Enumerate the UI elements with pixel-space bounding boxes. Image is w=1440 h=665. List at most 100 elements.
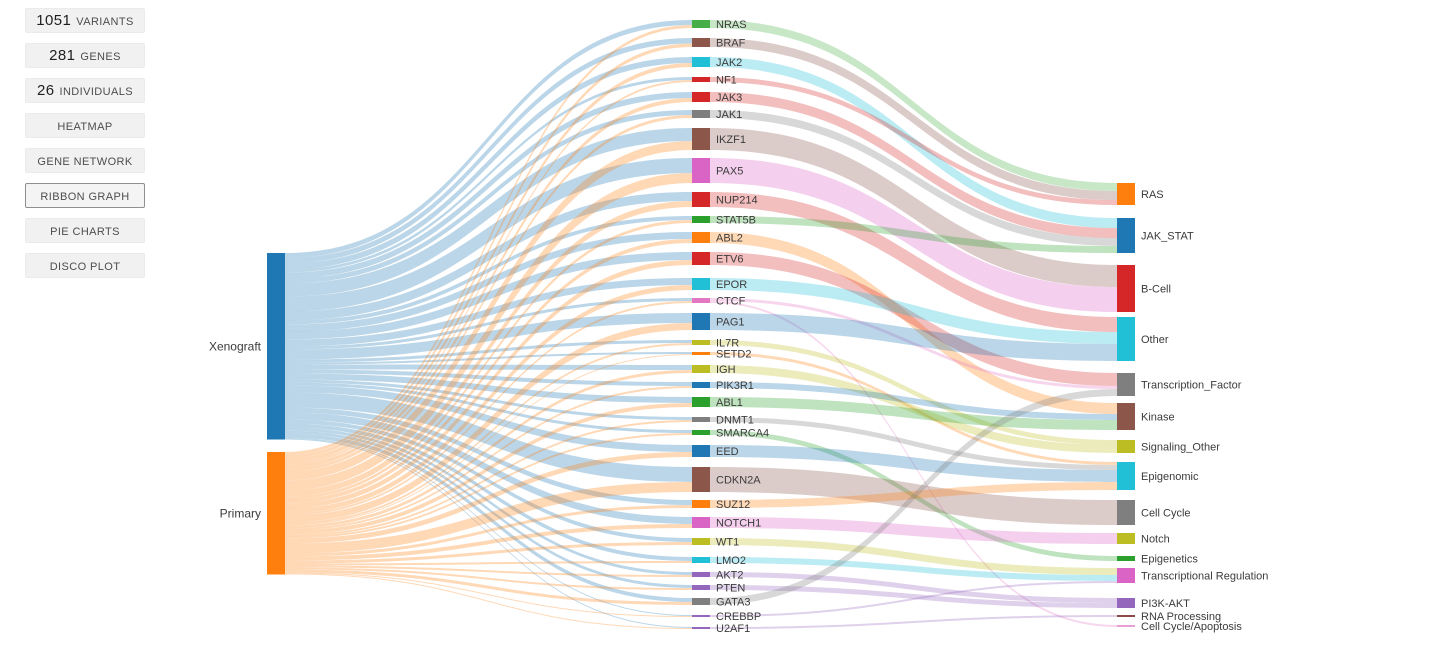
sankey-link-notch1-notch[interactable] xyxy=(710,517,1117,544)
sankey-link-jak2-jak-stat[interactable] xyxy=(710,57,1117,228)
sankey-link-braf-ras[interactable] xyxy=(710,38,1117,200)
sankey-link-xenograft-crebbp[interactable] xyxy=(285,437,692,617)
sankey-node-rna-processing[interactable] xyxy=(1117,615,1135,617)
sankey-node-nup214[interactable] xyxy=(692,192,710,207)
sankey-node-ikzf1[interactable] xyxy=(692,128,710,150)
sidebar-button-individuals[interactable]: 26 INDIVIDUALS xyxy=(25,78,145,103)
sankey-node-dnmt1[interactable] xyxy=(692,417,710,422)
sankey-link-xenograft-akt2[interactable] xyxy=(285,427,692,576)
sankey-node-braf[interactable] xyxy=(692,38,710,47)
sankey-node-eed[interactable] xyxy=(692,445,710,457)
sankey-node-ctcf[interactable] xyxy=(692,298,710,303)
sankey-link-xenograft-ikzf1[interactable] xyxy=(285,128,692,297)
sankey-node-kinase[interactable] xyxy=(1117,403,1135,430)
sankey-link-pik3r1-kinase[interactable] xyxy=(710,382,1117,420)
sankey-link-jak3-jak-stat[interactable] xyxy=(710,92,1117,238)
sankey-link-xenograft-pax5[interactable] xyxy=(285,158,692,312)
sankey-node-jak2[interactable] xyxy=(692,57,710,67)
sankey-link-il7r-signaling-other[interactable] xyxy=(710,340,1117,445)
sankey-link-primary-jak1[interactable] xyxy=(285,115,692,472)
sankey-link-xenograft-pag1[interactable] xyxy=(285,313,692,360)
sankey-link-xenograft-smarca4[interactable] xyxy=(285,382,692,434)
sankey-link-primary-dnmt1[interactable] xyxy=(285,420,692,537)
sankey-link-igh-signaling-other[interactable] xyxy=(710,365,1117,453)
sankey-link-xenograft-abl2[interactable] xyxy=(285,232,692,332)
sankey-link-pten-pi3k-akt[interactable] xyxy=(710,585,1117,608)
sankey-link-primary-pten[interactable] xyxy=(285,567,692,591)
sankey-node-nras[interactable] xyxy=(692,20,710,28)
sankey-node-primary[interactable] xyxy=(267,452,285,575)
sankey-link-primary-pik3r1[interactable] xyxy=(285,386,692,531)
sankey-link-abl2-kinase[interactable] xyxy=(710,232,1117,414)
sankey-link-primary-pag1[interactable] xyxy=(285,323,692,523)
sankey-link-primary-setd2[interactable] xyxy=(285,354,692,526)
sankey-node-transcriptional-regulation[interactable] xyxy=(1117,568,1135,583)
sankey-node-igh[interactable] xyxy=(692,365,710,373)
sankey-link-stat5b-jak-stat[interactable] xyxy=(710,216,1117,253)
sankey-link-primary-crebbp[interactable] xyxy=(285,572,692,618)
sankey-link-xenograft-jak3[interactable] xyxy=(285,92,692,279)
sankey-link-primary-abl2[interactable] xyxy=(285,239,692,504)
sankey-node-lmo2[interactable] xyxy=(692,557,710,563)
sankey-link-xenograft-abl1[interactable] xyxy=(285,373,692,404)
sankey-link-xenograft-cdkn2a[interactable] xyxy=(285,392,692,483)
sankey-link-primary-ikzf1[interactable] xyxy=(285,141,692,481)
sankey-link-xenograft-stat5b[interactable] xyxy=(285,216,692,325)
sankey-link-xenograft-u2af1[interactable] xyxy=(285,438,692,629)
sankey-link-xenograft-jak2[interactable] xyxy=(285,57,692,270)
sankey-link-primary-il7r[interactable] xyxy=(285,343,692,525)
sankey-link-xenograft-jak1[interactable] xyxy=(285,110,692,284)
sankey-link-xenograft-lmo2[interactable] xyxy=(285,423,692,562)
sankey-link-pag1-other[interactable] xyxy=(710,313,1117,361)
sankey-link-epor-other[interactable] xyxy=(710,278,1117,344)
sankey-link-xenograft-il7r[interactable] xyxy=(285,340,692,363)
sankey-link-primary-jak2[interactable] xyxy=(285,63,692,463)
sankey-link-suz12-epigenomic[interactable] xyxy=(710,482,1117,508)
sankey-link-xenograft-suz12[interactable] xyxy=(285,407,692,506)
sankey-link-primary-jak3[interactable] xyxy=(285,98,692,469)
sankey-link-primary-ctcf[interactable] xyxy=(285,301,692,516)
sankey-node-epigenomic[interactable] xyxy=(1117,462,1135,490)
sankey-link-primary-lmo2[interactable] xyxy=(285,561,692,566)
sankey-node-cdkn2a[interactable] xyxy=(692,467,710,492)
sankey-link-primary-u2af1[interactable] xyxy=(285,573,692,630)
sankey-link-primary-wt1[interactable] xyxy=(285,542,692,564)
sidebar-button-heatmap[interactable]: HEATMAP xyxy=(25,113,145,138)
sankey-link-xenograft-notch1[interactable] xyxy=(285,412,692,525)
sankey-link-xenograft-nras[interactable] xyxy=(285,20,692,258)
sankey-link-nf1-ras[interactable] xyxy=(710,77,1117,205)
sankey-node-akt2[interactable] xyxy=(692,572,710,577)
sankey-node-ras[interactable] xyxy=(1117,183,1135,205)
sankey-node-notch[interactable] xyxy=(1117,533,1135,544)
sankey-node-cell-cycle[interactable] xyxy=(1117,500,1135,525)
sankey-link-xenograft-dnmt1[interactable] xyxy=(285,379,692,421)
sidebar-button-gene-network[interactable]: GENE NETWORK xyxy=(25,148,145,173)
sankey-node-nf1[interactable] xyxy=(692,77,710,82)
sankey-link-wt1-transcriptional-regulation[interactable] xyxy=(710,538,1117,575)
sankey-node-transcription-factor[interactable] xyxy=(1117,373,1135,396)
sankey-link-pax5-b-cell[interactable] xyxy=(710,158,1117,312)
sankey-link-ctcf-transcription-factor[interactable] xyxy=(710,298,1117,389)
sankey-link-eed-epigenomic[interactable] xyxy=(710,445,1117,482)
sidebar-button-ribbon-graph[interactable]: RIBBON GRAPH xyxy=(25,183,145,208)
sankey-link-xenograft-ctcf[interactable] xyxy=(285,298,692,350)
sidebar-button-genes[interactable]: 281 GENES xyxy=(25,43,145,68)
sankey-node-suz12[interactable] xyxy=(692,500,710,508)
sankey-node-etv6[interactable] xyxy=(692,252,710,265)
sankey-link-primary-nras[interactable] xyxy=(285,25,692,455)
sankey-link-primary-nf1[interactable] xyxy=(285,80,692,465)
sankey-link-primary-cdkn2a[interactable] xyxy=(285,482,692,554)
sankey-link-primary-gata3[interactable] xyxy=(285,569,692,606)
sankey-node-pag1[interactable] xyxy=(692,313,710,330)
sankey-link-primary-smarca4[interactable] xyxy=(285,433,692,539)
sankey-link-primary-igh[interactable] xyxy=(285,370,692,529)
sankey-link-xenograft-igh[interactable] xyxy=(285,364,692,371)
sankey-link-lmo2-transcriptional-regulation[interactable] xyxy=(710,557,1117,581)
sankey-node-pten[interactable] xyxy=(692,585,710,590)
sankey-link-primary-braf[interactable] xyxy=(285,43,692,459)
sankey-node-xenograft[interactable] xyxy=(267,253,285,440)
sankey-link-ikzf1-b-cell[interactable] xyxy=(710,128,1117,287)
sankey-node-gata3[interactable] xyxy=(692,598,710,605)
sankey-node-jak1[interactable] xyxy=(692,110,710,118)
sankey-node-other[interactable] xyxy=(1117,317,1135,361)
